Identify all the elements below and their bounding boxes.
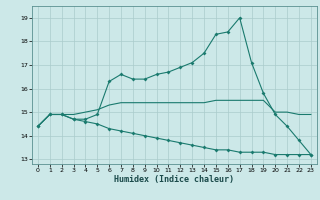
X-axis label: Humidex (Indice chaleur): Humidex (Indice chaleur): [115, 175, 234, 184]
